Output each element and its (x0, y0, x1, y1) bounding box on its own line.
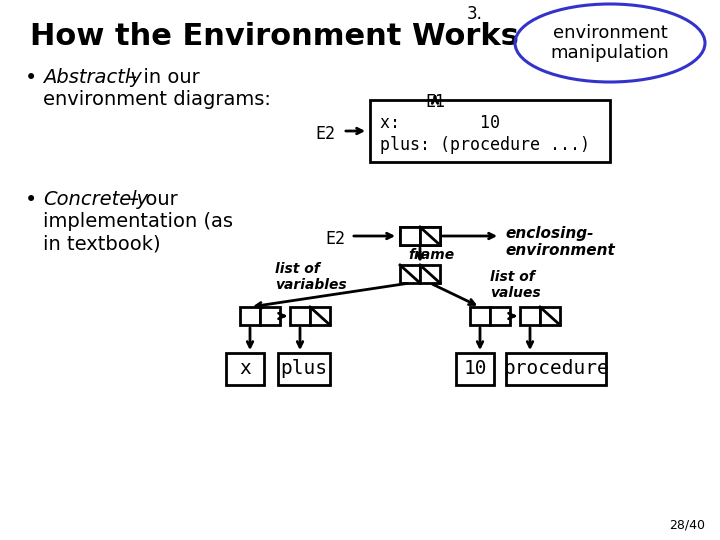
Bar (420, 227, 440, 245)
Bar (226, 353, 264, 385)
Bar (400, 265, 420, 283)
Text: list of
variables: list of variables (275, 262, 346, 292)
Bar (278, 353, 330, 385)
Text: frame: frame (408, 248, 454, 262)
Bar (400, 227, 420, 245)
Text: E1: E1 (425, 93, 445, 111)
Bar (240, 307, 260, 325)
Text: 28/40: 28/40 (669, 519, 705, 532)
Text: Concretely: Concretely (43, 190, 148, 209)
Text: x: x (239, 360, 251, 379)
Bar (310, 307, 330, 325)
Text: E2: E2 (325, 230, 345, 248)
Text: How the Environment Works: How the Environment Works (30, 22, 519, 51)
Bar (420, 265, 440, 283)
Text: x:        10: x: 10 (380, 114, 500, 132)
Text: in textbook): in textbook) (43, 234, 161, 253)
Text: list of
values: list of values (490, 270, 541, 300)
Bar (470, 307, 490, 325)
Bar (540, 307, 560, 325)
Bar (456, 353, 494, 385)
Text: Abstractly: Abstractly (43, 68, 142, 87)
Text: implementation (as: implementation (as (43, 212, 233, 231)
Bar (420, 227, 440, 245)
Text: 3.: 3. (467, 5, 483, 23)
Text: environment: environment (553, 24, 667, 42)
Text: plus: plus (281, 360, 328, 379)
Text: procedure: procedure (503, 360, 609, 379)
Bar (370, 100, 610, 162)
Text: •: • (25, 68, 37, 88)
Text: 10: 10 (463, 360, 487, 379)
Text: manipulation: manipulation (551, 44, 670, 62)
Text: – in our: – in our (121, 68, 199, 87)
Bar (400, 227, 420, 245)
Text: environment diagrams:: environment diagrams: (43, 90, 271, 109)
Text: •: • (25, 190, 37, 210)
Text: enclosing-
environment: enclosing- environment (505, 226, 615, 259)
Bar (506, 353, 606, 385)
Bar (490, 307, 510, 325)
Bar (260, 307, 280, 325)
Bar (520, 307, 540, 325)
Text: – our: – our (123, 190, 178, 209)
Text: E2: E2 (315, 125, 335, 143)
Bar (290, 307, 310, 325)
Text: plus: (procedure ...): plus: (procedure ...) (380, 136, 590, 154)
